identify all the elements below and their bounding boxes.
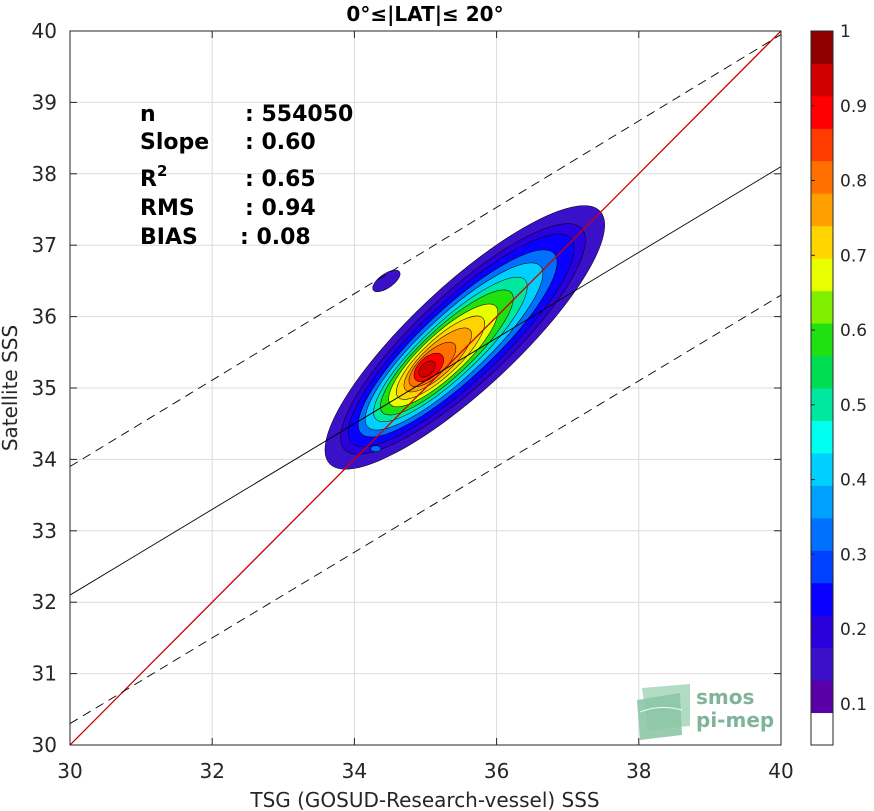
line-upper bbox=[70, 34, 781, 467]
y-tick-label: 37 bbox=[32, 233, 57, 257]
x-tick-label: 38 bbox=[626, 759, 651, 783]
colorbar-segment bbox=[811, 712, 833, 746]
stat-r2-value: : 0.65 bbox=[245, 167, 316, 192]
x-tick-label: 34 bbox=[342, 759, 367, 783]
logo-wave-line bbox=[639, 706, 683, 713]
colorbar-tick-label: 0.5 bbox=[840, 396, 867, 416]
colorbar: 0.1 0.2 0.3 0.4 0.5 0.6 0.7 0.8 0.9 1 bbox=[810, 22, 867, 746]
colorbar-segment bbox=[811, 160, 833, 194]
x-tick-label: 30 bbox=[57, 759, 82, 783]
colorbar-tick-label: 0.3 bbox=[840, 545, 867, 565]
y-tick-label: 38 bbox=[32, 162, 57, 186]
y-axis-ticks: 30 31 32 33 34 35 36 37 38 39 40 bbox=[32, 19, 781, 757]
line-lower bbox=[70, 294, 781, 724]
colorbar-tick-label: 0.7 bbox=[840, 246, 867, 266]
x-axis-label: TSG (GOSUD-Research-vessel) SSS bbox=[249, 788, 599, 811]
stat-r2-base: R bbox=[140, 167, 157, 192]
x-tick-label: 40 bbox=[768, 759, 793, 783]
y-tick-label: 39 bbox=[32, 90, 57, 114]
plot-area: 30 32 34 36 38 40 30 31 32 33 34 35 36 37 38 39 40 bbox=[32, 19, 794, 783]
colorbar-tick-label: 0.6 bbox=[840, 321, 867, 341]
reference-lines bbox=[70, 31, 781, 745]
logo-wave-front bbox=[637, 693, 682, 740]
colorbar-segment bbox=[811, 517, 833, 551]
line-1:1 bbox=[70, 31, 781, 745]
colorbar-tick-label: 0.1 bbox=[840, 695, 867, 715]
colorbar-frame bbox=[810, 30, 834, 746]
colorbar-segment bbox=[811, 647, 833, 681]
logo-text-smos: smos bbox=[696, 685, 754, 709]
x-tick-label: 32 bbox=[199, 759, 224, 783]
colorbar-segment bbox=[811, 193, 833, 227]
stat-slope-value: : 0.60 bbox=[245, 130, 316, 155]
x-tick-label: 36 bbox=[484, 759, 509, 783]
chart-title: 0°≤|LAT|≤ 20° bbox=[346, 2, 503, 26]
stat-bias-label: BIAS bbox=[140, 225, 198, 250]
stat-r2-sup: 2 bbox=[157, 162, 167, 180]
colorbar-segment bbox=[811, 582, 833, 616]
colorbar-segment bbox=[811, 323, 833, 357]
density-outlier bbox=[372, 269, 401, 292]
grid bbox=[69, 30, 782, 746]
colorbar-segment bbox=[811, 63, 833, 97]
stat-bias-value: : 0.08 bbox=[240, 225, 311, 250]
smos-pimep-logo: smos pi-mep bbox=[637, 684, 774, 740]
colorbar-segment bbox=[811, 550, 833, 584]
colorbar-segment bbox=[811, 225, 833, 259]
density-level bbox=[418, 360, 436, 378]
colorbar-segment bbox=[811, 258, 833, 292]
y-axis-label: Satellite SSS bbox=[0, 325, 22, 451]
colorbar-tick-label: 0.2 bbox=[840, 620, 867, 640]
colorbar-segment bbox=[811, 680, 833, 714]
y-tick-label: 36 bbox=[32, 305, 57, 329]
y-tick-label: 35 bbox=[32, 376, 57, 400]
y-tick-label: 30 bbox=[32, 733, 57, 757]
colorbar-segment bbox=[811, 31, 833, 64]
line-fit bbox=[70, 166, 781, 596]
colorbar-segment bbox=[811, 452, 833, 486]
colorbar-segment bbox=[811, 128, 833, 162]
x-axis-ticks: 30 32 34 36 38 40 bbox=[57, 31, 794, 783]
colorbar-tick-label: 0.8 bbox=[840, 172, 867, 192]
colorbar-tick-label: 0.9 bbox=[840, 97, 867, 117]
y-tick-label: 33 bbox=[32, 519, 57, 543]
stat-n-label: n bbox=[140, 102, 156, 127]
stat-rms-label: RMS bbox=[140, 196, 195, 221]
statistics-box: n : 554050 Slope : 0.60 R2 : 0.65 RMS : … bbox=[140, 102, 353, 250]
logo-text-pimep: pi-mep bbox=[696, 708, 774, 732]
y-tick-label: 32 bbox=[32, 590, 57, 614]
y-tick-label: 31 bbox=[32, 662, 57, 686]
colorbar-segment bbox=[811, 485, 833, 519]
colorbar-segment bbox=[811, 388, 833, 421]
colorbar-tick-label: 1 bbox=[840, 22, 851, 42]
density-contours bbox=[324, 205, 605, 470]
colorbar-segment bbox=[811, 420, 833, 454]
colorbar-segment bbox=[811, 615, 833, 649]
stat-rms-value: : 0.94 bbox=[245, 196, 316, 221]
colorbar-segment bbox=[811, 95, 833, 129]
y-tick-label: 40 bbox=[32, 19, 57, 43]
stat-r2-label: R2 bbox=[140, 162, 167, 192]
colorbar-tick-label: 0.4 bbox=[840, 471, 867, 491]
stat-n-value: : 554050 bbox=[245, 102, 353, 127]
colorbar-segment bbox=[811, 355, 833, 389]
y-tick-label: 34 bbox=[32, 447, 57, 471]
density-outlier bbox=[370, 445, 381, 452]
colorbar-segment bbox=[811, 290, 833, 324]
stat-slope-label: Slope bbox=[140, 130, 209, 155]
